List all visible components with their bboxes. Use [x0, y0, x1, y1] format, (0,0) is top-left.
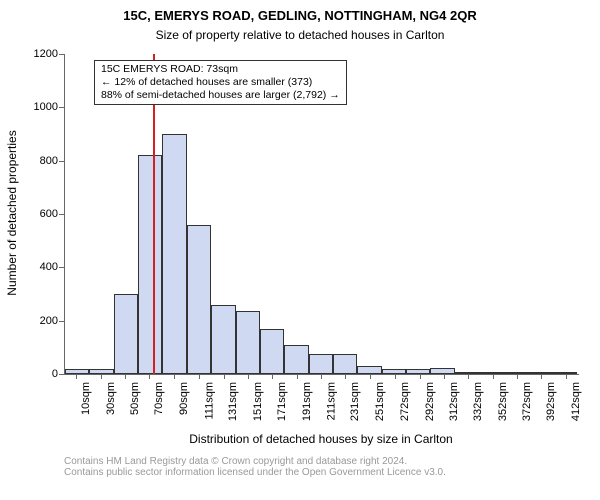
x-tick-mark [420, 374, 421, 379]
x-tick-mark [444, 374, 445, 379]
y-tick-label: 400 [0, 261, 58, 273]
x-tick-mark [174, 374, 175, 379]
histogram-bar [552, 372, 576, 374]
histogram-bar [236, 311, 260, 374]
x-tick-label: 292sqm [424, 382, 436, 421]
histogram-bar [114, 294, 138, 374]
x-tick-mark [224, 374, 225, 379]
x-tick-mark [370, 374, 371, 379]
y-tick-mark [59, 374, 64, 375]
x-tick-label: 191sqm [301, 382, 313, 421]
x-tick-mark [345, 374, 346, 379]
x-tick-mark [199, 374, 200, 379]
annotation-box: 15C EMERYS ROAD: 73sqm ← 12% of detached… [94, 60, 347, 105]
x-tick-mark [248, 374, 249, 379]
histogram-bar [479, 372, 503, 374]
x-tick-label: 151sqm [252, 382, 264, 421]
x-tick-label: 312sqm [448, 382, 460, 421]
x-tick-label: 372sqm [521, 382, 533, 421]
y-tick-mark [59, 54, 64, 55]
x-tick-mark [297, 374, 298, 379]
histogram-bar [89, 369, 113, 374]
x-tick-label: 90sqm [178, 382, 190, 415]
histogram-bar [333, 354, 357, 374]
histogram-bar [260, 329, 284, 374]
y-tick-label: 0 [0, 368, 58, 380]
histogram-bar [357, 366, 381, 374]
x-tick-label: 10sqm [80, 382, 92, 415]
footer-line-2: Contains public sector information licen… [64, 467, 446, 478]
histogram-bar [284, 345, 308, 374]
histogram-bar [382, 369, 406, 374]
y-tick-label: 600 [0, 208, 58, 220]
x-tick-label: 111sqm [203, 382, 215, 420]
footer-attribution: Contains HM Land Registry data © Crown c… [64, 456, 446, 478]
x-tick-label: 171sqm [276, 382, 288, 421]
chart-container: 15C, EMERYS ROAD, GEDLING, NOTTINGHAM, N… [0, 0, 600, 500]
x-tick-mark [272, 374, 273, 379]
histogram-bar [162, 134, 186, 374]
histogram-bar [528, 372, 552, 374]
x-tick-label: 50sqm [129, 382, 141, 415]
x-tick-mark [125, 374, 126, 379]
x-tick-label: 211sqm [325, 382, 337, 420]
annotation-line-2: ← 12% of detached houses are smaller (37… [101, 76, 340, 89]
x-tick-mark [541, 374, 542, 379]
x-tick-mark [395, 374, 396, 379]
histogram-bar [138, 155, 162, 374]
x-tick-label: 70sqm [153, 382, 165, 415]
x-tick-mark [76, 374, 77, 379]
y-tick-label: 200 [0, 315, 58, 327]
annotation-line-3: 88% of semi-detached houses are larger (… [101, 89, 340, 102]
x-tick-label: 131sqm [228, 382, 240, 421]
y-tick-mark [59, 321, 64, 322]
histogram-bar [211, 305, 235, 374]
x-tick-label: 352sqm [497, 382, 509, 421]
annotation-line-1: 15C EMERYS ROAD: 73sqm [101, 63, 340, 76]
x-tick-mark [149, 374, 150, 379]
histogram-bar [309, 354, 333, 374]
histogram-bar [455, 372, 479, 374]
y-tick-label: 1200 [0, 48, 58, 60]
x-tick-label: 392sqm [545, 382, 557, 421]
y-tick-mark [59, 267, 64, 268]
histogram-bar [503, 372, 527, 374]
y-tick-label: 800 [0, 155, 58, 167]
x-tick-mark [321, 374, 322, 379]
chart-title: 15C, EMERYS ROAD, GEDLING, NOTTINGHAM, N… [0, 8, 600, 23]
histogram-bar [430, 368, 454, 374]
y-tick-mark [59, 107, 64, 108]
x-tick-label: 251sqm [374, 382, 386, 421]
histogram-bar [187, 225, 211, 374]
y-tick-mark [59, 161, 64, 162]
x-tick-label: 30sqm [105, 382, 117, 415]
histogram-bar [406, 369, 430, 374]
chart-subtitle: Size of property relative to detached ho… [0, 28, 600, 42]
histogram-bar [65, 369, 89, 374]
y-tick-label: 1000 [0, 101, 58, 113]
x-tick-mark [101, 374, 102, 379]
x-tick-label: 272sqm [399, 382, 411, 421]
y-tick-mark [59, 214, 64, 215]
x-tick-mark [493, 374, 494, 379]
x-axis-label: Distribution of detached houses by size … [64, 432, 578, 446]
x-tick-mark [566, 374, 567, 379]
x-tick-mark [517, 374, 518, 379]
x-tick-label: 332sqm [472, 382, 484, 421]
footer-line-1: Contains HM Land Registry data © Crown c… [64, 456, 446, 467]
x-tick-mark [468, 374, 469, 379]
x-tick-label: 412sqm [570, 382, 582, 421]
x-tick-label: 231sqm [349, 382, 361, 421]
